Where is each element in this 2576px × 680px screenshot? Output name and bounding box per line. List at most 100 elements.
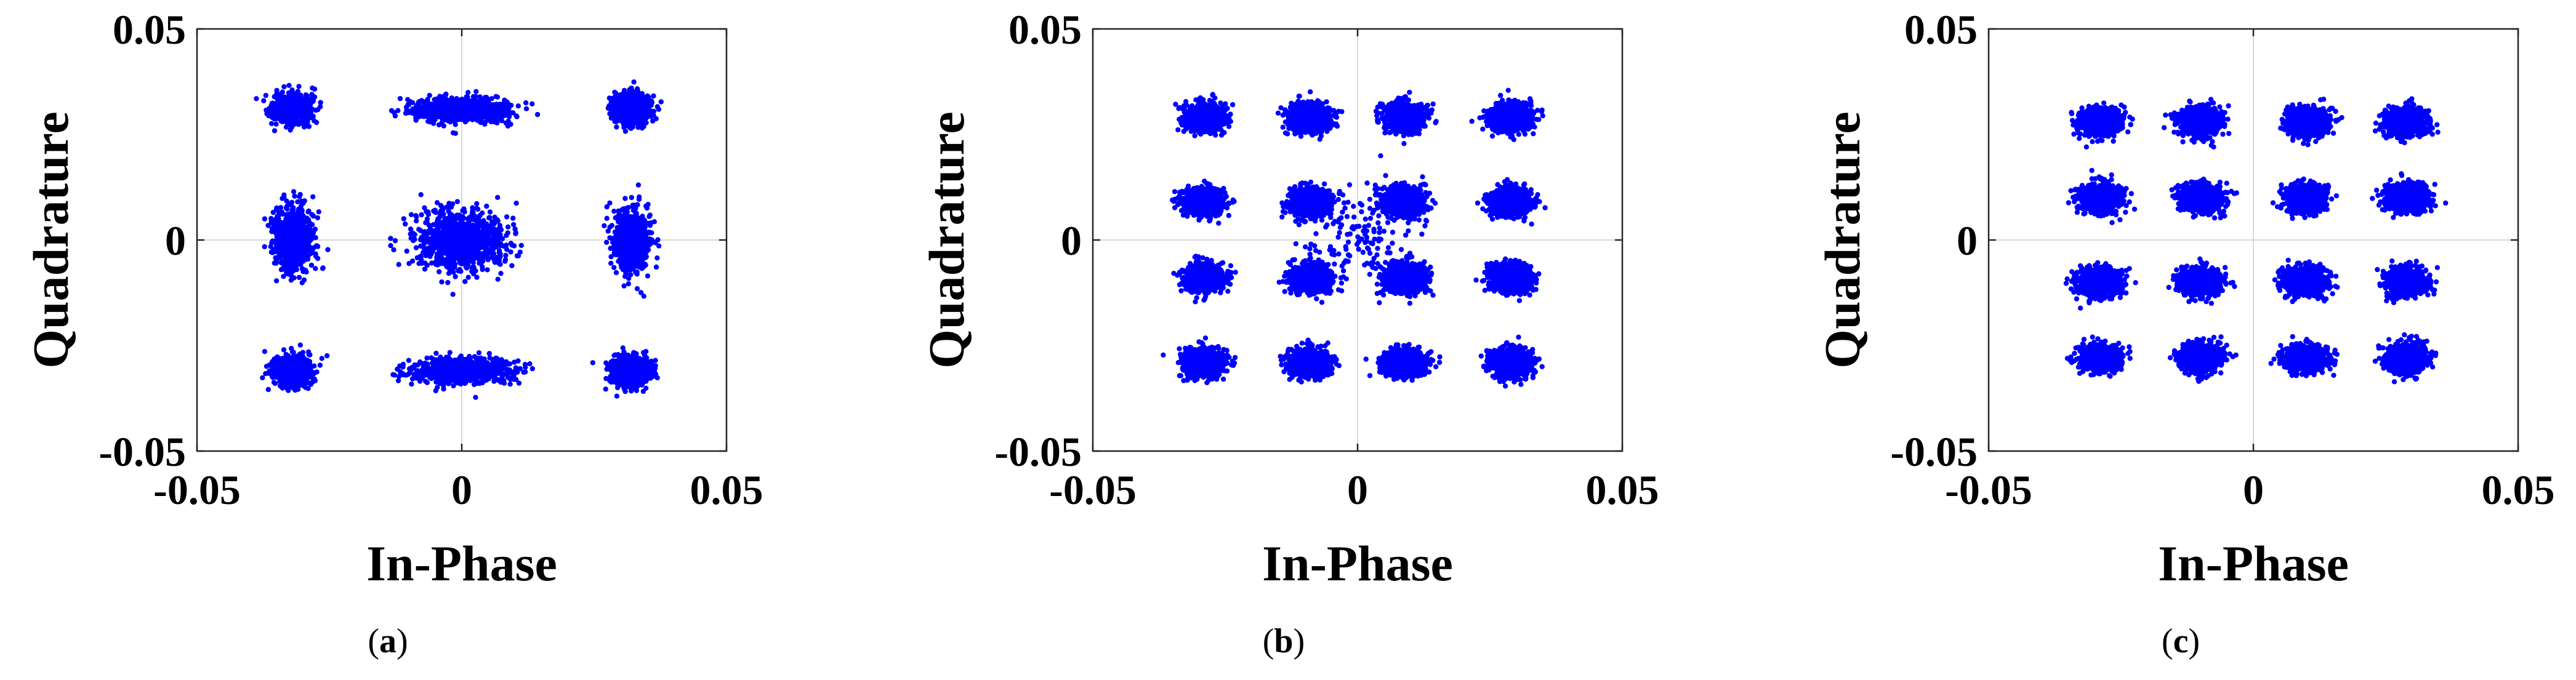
data-point [288, 254, 294, 259]
data-point [634, 106, 640, 112]
data-point [298, 262, 304, 268]
data-point [612, 89, 618, 95]
data-point [274, 87, 280, 94]
data-point [488, 117, 494, 122]
data-point [462, 117, 468, 122]
data-point [626, 117, 631, 122]
data-point [427, 119, 433, 125]
data-point [320, 265, 326, 271]
data-point [486, 103, 491, 108]
data-point [291, 189, 297, 194]
data-point [515, 103, 521, 109]
data-point [404, 248, 409, 254]
data-point [421, 231, 427, 238]
data-point [308, 236, 315, 242]
data-point [278, 105, 284, 111]
data-point [513, 201, 519, 206]
data-point [452, 262, 457, 268]
data-point [631, 100, 637, 106]
data-point [264, 111, 270, 116]
data-point [308, 262, 315, 268]
data-point [397, 96, 403, 102]
data-point [274, 259, 280, 265]
data-point [438, 261, 443, 266]
data-point [534, 111, 541, 118]
data-point [636, 196, 642, 202]
data-point [480, 210, 485, 216]
data-point [478, 119, 483, 126]
data-point [504, 214, 510, 220]
data-point [443, 230, 449, 236]
data-point [616, 95, 622, 101]
data-point [396, 262, 401, 267]
data-point [303, 268, 308, 273]
data-point [432, 242, 438, 248]
data-point [318, 104, 323, 110]
data-point [645, 98, 650, 103]
data-point [607, 200, 613, 206]
data-point [281, 274, 286, 279]
data-point [470, 209, 476, 215]
data-point [653, 264, 659, 270]
data-point [505, 113, 510, 118]
data-point [401, 216, 406, 222]
data-point [658, 99, 664, 105]
data-point [437, 247, 442, 253]
data-point [495, 194, 501, 200]
data-point [268, 121, 275, 126]
data-point [604, 239, 610, 245]
data-point [403, 221, 408, 227]
data-point [316, 209, 321, 215]
data-point [477, 100, 482, 106]
data-point [288, 127, 293, 133]
data-point [273, 278, 280, 284]
data-point [298, 238, 304, 244]
data-point [465, 94, 470, 100]
data-point [485, 267, 490, 273]
data-point [289, 118, 294, 124]
data-point [475, 251, 481, 257]
data-point [461, 244, 467, 249]
data-point [414, 218, 419, 224]
data-point [523, 100, 529, 106]
data-point [630, 124, 635, 130]
data-point [421, 250, 426, 255]
data-point [413, 107, 419, 113]
data-point [281, 84, 287, 90]
data-point [653, 116, 659, 122]
data-point [262, 244, 267, 250]
data-point [459, 102, 464, 108]
data-point [432, 117, 438, 122]
data-point [646, 214, 652, 219]
data-point [439, 279, 445, 285]
data-point [311, 245, 316, 250]
data-point [631, 79, 637, 85]
data-point [635, 182, 642, 188]
data-point [447, 267, 453, 273]
data-point [418, 243, 424, 249]
data-point [272, 249, 278, 255]
data-point [457, 223, 462, 229]
data-point [481, 254, 487, 260]
data-point [606, 106, 612, 111]
data-point [506, 105, 512, 111]
data-point [465, 255, 471, 261]
data-point [297, 220, 303, 226]
data-point [461, 233, 466, 239]
data-point [272, 128, 278, 134]
data-point [262, 216, 268, 222]
data-point [449, 222, 455, 228]
data-point [477, 260, 482, 266]
data-point [651, 93, 656, 99]
data-point [510, 222, 517, 228]
data-point [425, 209, 431, 215]
data-point [636, 114, 642, 119]
data-point [268, 218, 274, 223]
data-point [451, 118, 456, 124]
data-point [310, 213, 316, 218]
data-point [637, 98, 643, 103]
data-point [477, 106, 482, 113]
data-point [471, 246, 477, 252]
data-point [495, 233, 501, 239]
